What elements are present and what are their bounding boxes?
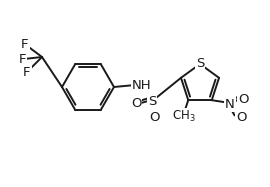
- Text: NH: NH: [132, 79, 152, 91]
- Text: F: F: [23, 65, 31, 79]
- Text: O: O: [149, 111, 159, 123]
- Text: O: O: [237, 111, 247, 124]
- Text: N: N: [225, 98, 235, 111]
- Text: S: S: [196, 56, 204, 70]
- Text: O: O: [238, 93, 249, 106]
- Text: F: F: [21, 38, 29, 50]
- Text: CH$_3$: CH$_3$: [173, 109, 196, 124]
- Text: O: O: [131, 96, 141, 110]
- Text: S: S: [148, 94, 156, 108]
- Text: F: F: [18, 53, 26, 65]
